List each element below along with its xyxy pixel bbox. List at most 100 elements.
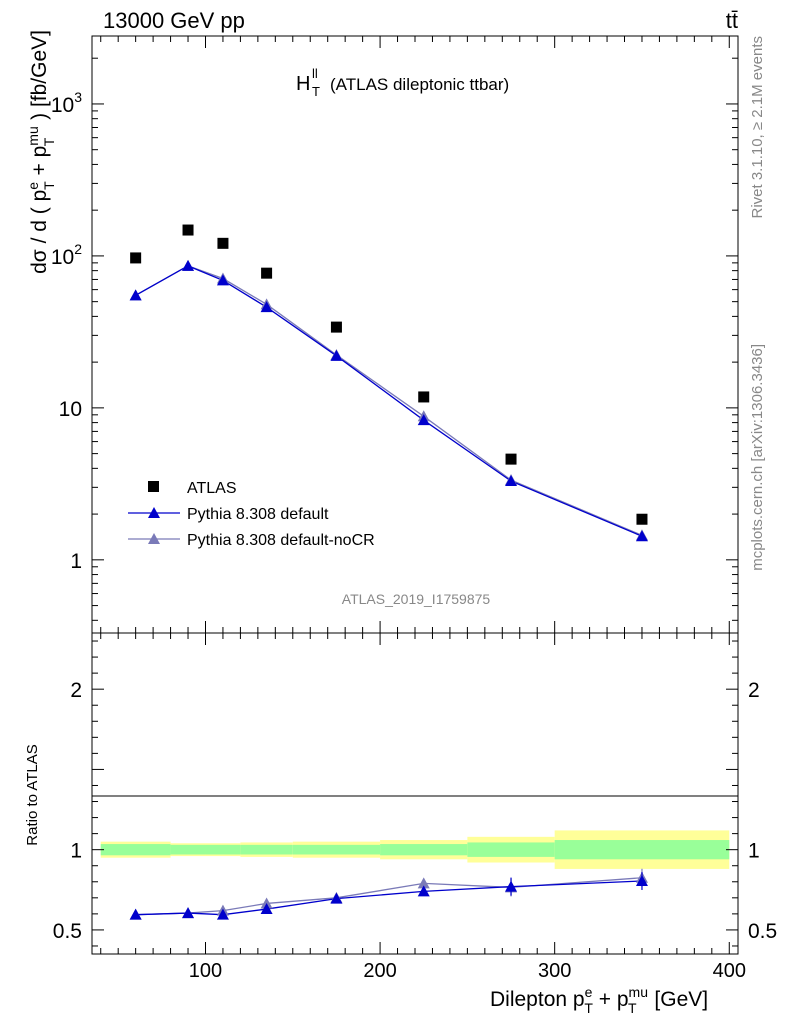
ratio-xlabel-sup1: e (585, 984, 593, 1000)
ratio-data-layer (129, 868, 648, 920)
legend: ATLAS Pythia 8.308 default Pythia 8.308 … (128, 480, 375, 549)
band-inner (554, 840, 730, 860)
main-ytick-base: 10 (51, 246, 74, 269)
band-inner (170, 844, 206, 855)
ratio-ytick-label-right: 2 (748, 679, 760, 702)
ratio-xlabel-sup2: mu (629, 984, 648, 1000)
series-point-1 (417, 414, 430, 426)
ratio-ytick-label: 0.5 (53, 920, 82, 943)
main-ylabel-b: + p (28, 146, 51, 182)
ratio-ylabel: Ratio to ATLAS (24, 744, 41, 845)
plot-title-subscript: T (312, 84, 320, 99)
ratio-ytick-label-right: 0.5 (748, 920, 777, 943)
mcplots-label: mcplots.cern.ch [arXiv:1306.3436] (749, 344, 766, 571)
ratio-xlabel-c: [GeV] (649, 988, 709, 1011)
main-ytick-exp: 3 (74, 89, 82, 105)
atlas-point (130, 252, 142, 264)
ratio-point-0 (330, 892, 343, 904)
ratio-point-0 (417, 885, 430, 897)
series-point-1 (505, 475, 518, 487)
main-ylabel-sub2: T (41, 137, 57, 146)
series-point-1 (182, 259, 195, 271)
atlas-point (505, 453, 517, 465)
ratio-xlabel: Dilepton pe T + pmu T [GeV] (490, 984, 708, 1016)
plot-title: H (296, 73, 310, 95)
band-inner (100, 844, 171, 856)
collision-label: 13000 GeV pp (103, 8, 245, 33)
main-ytick-base: 10 (51, 94, 74, 117)
atlas-point (217, 237, 229, 249)
series-point-1 (635, 530, 648, 542)
ratio-frame (91, 632, 739, 955)
band-inner (292, 844, 381, 855)
atlas-point (330, 321, 342, 333)
ratio-point-0 (505, 880, 518, 892)
plot-title-superscript: ll (312, 66, 318, 81)
band-inner (240, 844, 293, 855)
atlas-point (261, 267, 273, 279)
series-point-1 (330, 349, 343, 361)
legend-marker-atlas (148, 481, 159, 492)
legend-label-default: Pythia 8.308 default (187, 506, 329, 523)
rivet-label: Rivet 3.1.10, ≥ 2.1M events (749, 36, 766, 219)
ratio-xtick-label: 300 (538, 960, 571, 982)
main-ytick-label: 103 (51, 89, 82, 117)
main-ytick-exp: 2 (74, 241, 82, 257)
main-ytick-label: 10 (59, 398, 82, 421)
ratio-point-1 (417, 877, 430, 889)
atlas-point (636, 513, 648, 525)
band-inner (205, 844, 241, 855)
series-point-1 (129, 289, 142, 301)
main-ylabel-a: dσ / d ( p (28, 190, 51, 274)
atlas-point (418, 391, 430, 403)
main-ytick-base: 10 (59, 398, 82, 421)
legend-marker-default (148, 507, 160, 518)
ratio-xlabel-sub1: T (584, 1000, 593, 1016)
ratio-xlabel-b: + p (593, 988, 629, 1011)
main-ylabel: dσ / d ( peT + pmuT ) [fb/GeV] (25, 30, 57, 274)
ratio-ytick-label: 2 (70, 679, 82, 702)
main-ylabel-c: ) [fb/GeV] (28, 30, 51, 126)
main-data-layer (129, 224, 648, 542)
main-ylabel-sup2: mu (25, 126, 41, 145)
legend-label-nocr: Pythia 8.308 default-noCR (187, 532, 375, 549)
ratio-point-1 (260, 897, 273, 909)
ratio-point-0 (260, 903, 273, 915)
legend-label-atlas: ATLAS (187, 480, 237, 497)
series-point-1 (216, 274, 229, 286)
series-point-1 (260, 301, 273, 313)
process-label: tt̄ (726, 8, 738, 33)
atlas-point (182, 224, 194, 236)
ratio-xtick-label: 400 (713, 960, 746, 982)
plot-title-main: H (296, 73, 310, 95)
main-ytick-label: 102 (51, 241, 82, 269)
ratio-ytick-label-right: 1 (748, 840, 760, 863)
legend-marker-nocr (148, 533, 160, 544)
band-inner (467, 842, 555, 857)
main-ylabel-sup1: e (25, 182, 41, 190)
band-inner (380, 844, 468, 856)
main-ylabel-sub1: T (41, 181, 57, 190)
ratio-bands (100, 830, 730, 869)
plot-title-suffix: (ATLAS dileptonic ttbar) (330, 75, 509, 94)
ratio-xlabel-a: Dilepton p (490, 988, 585, 1011)
ratio-line-0 (135, 880, 643, 916)
ratio-axis-ticks: 2 2 1 1 0.5 0.5 100 200 300 400 (53, 633, 777, 982)
main-ytick-base: 1 (70, 550, 82, 573)
ratio-panel: 2 2 1 1 0.5 0.5 100 200 300 400 Ratio to ATLAS Di… (24, 632, 777, 1016)
ratio-xtick-label: 200 (363, 960, 396, 982)
ratio-point-0 (216, 908, 229, 920)
ratio-xtick-label: 100 (189, 960, 222, 982)
ratio-line-1 (135, 877, 643, 916)
ratio-point-0 (182, 907, 195, 919)
ratio-point-0 (129, 908, 142, 920)
main-ytick-label: 1 (70, 550, 82, 573)
ratio-xlabel-sub2: T (628, 1000, 637, 1016)
analysis-id: ATLAS_2019_I1759875 (342, 591, 491, 607)
ratio-ytick-label: 1 (70, 840, 82, 863)
series-line-1 (135, 265, 643, 537)
ratio-point-0 (635, 874, 648, 886)
